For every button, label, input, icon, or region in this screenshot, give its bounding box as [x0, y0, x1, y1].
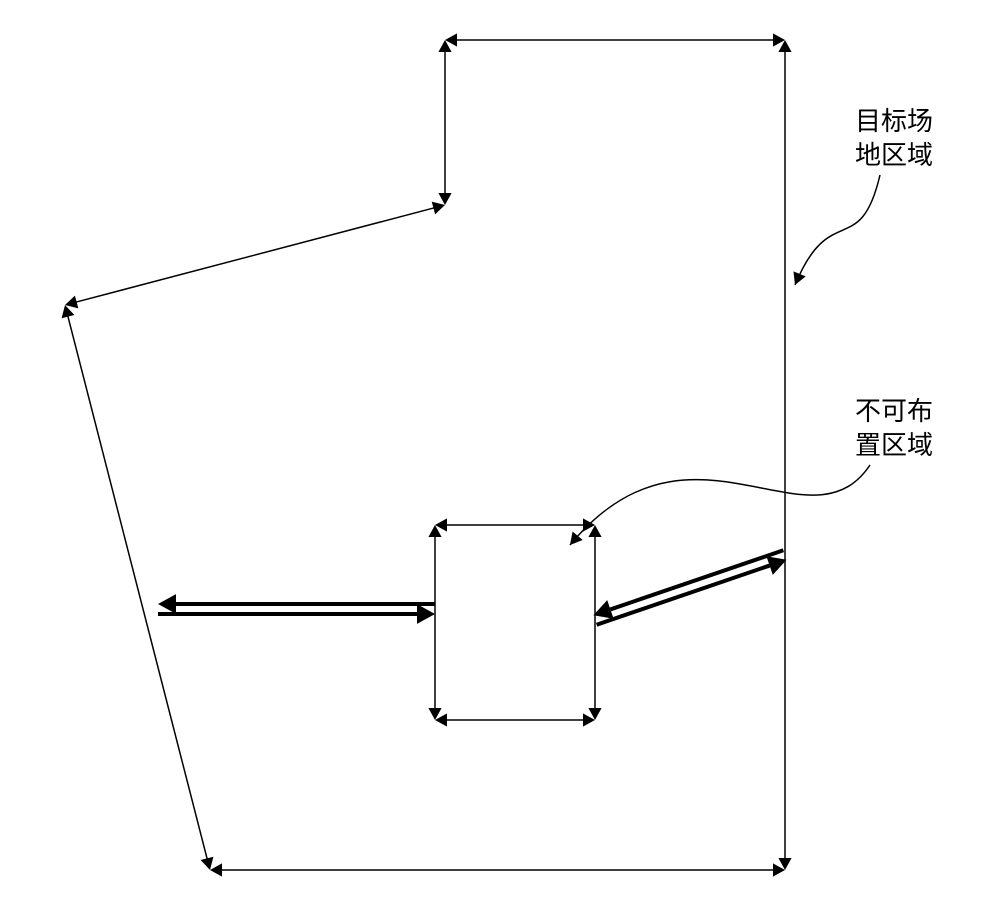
label-target-region: 目标场 地区域 [855, 105, 933, 173]
diagram-canvas [0, 0, 1000, 908]
label-non-placeable: 不可布 置区域 [855, 395, 933, 463]
